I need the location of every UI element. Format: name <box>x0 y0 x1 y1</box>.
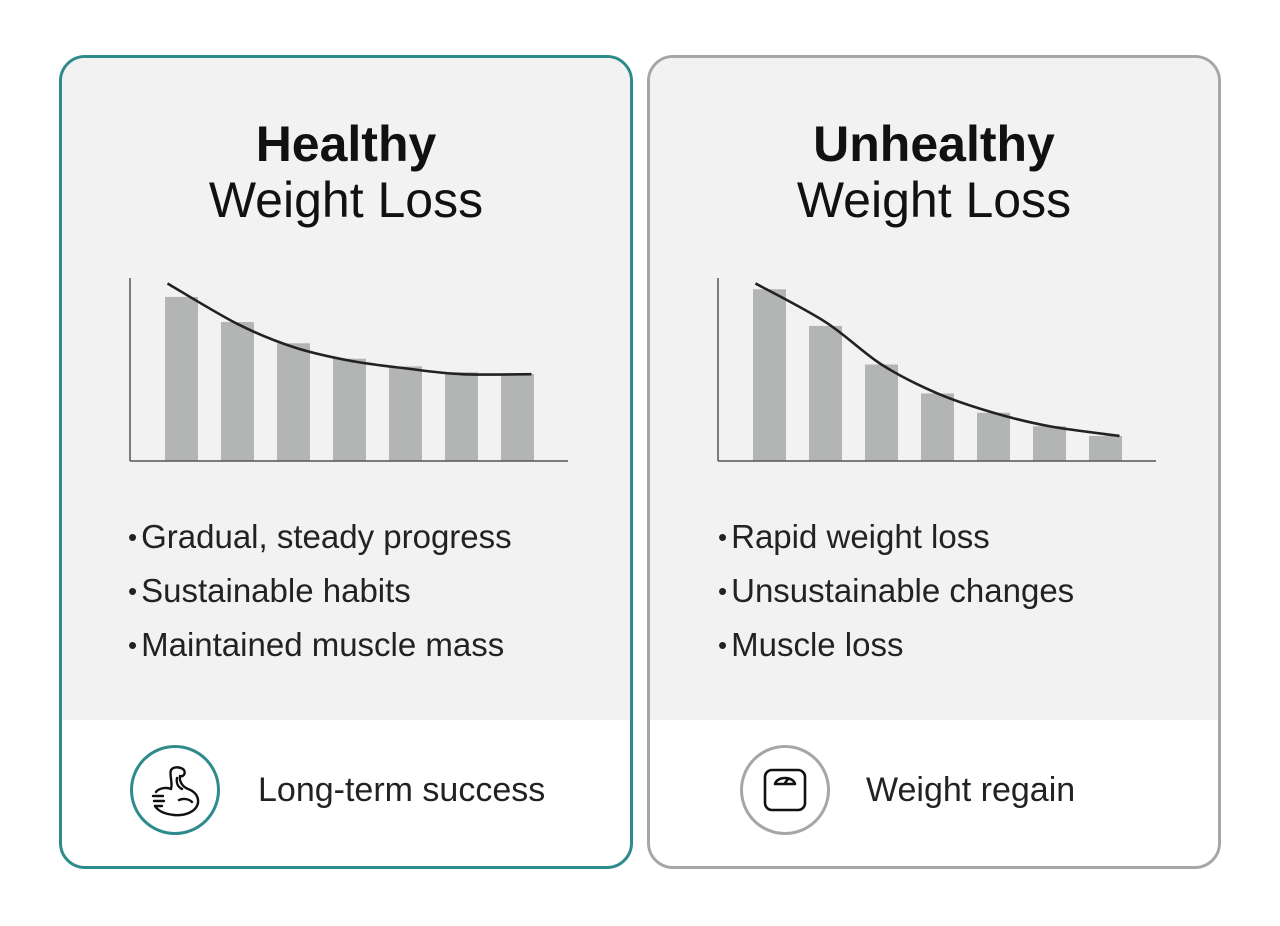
bullet-item: Sustainable habits <box>128 564 512 618</box>
outcome-text: Long-term success <box>258 771 546 809</box>
chart-bar <box>1089 435 1122 461</box>
bullet-item: Gradual, steady progress <box>128 510 512 564</box>
chart-bar <box>921 393 954 461</box>
title-bold: Healthy <box>255 116 437 172</box>
unhealthy-panel: Unhealthy Weight Loss Rapid weight loss … <box>647 55 1221 869</box>
bullet-item: Muscle loss <box>718 618 1074 672</box>
chart-bar <box>753 289 786 461</box>
bullet-item: Maintained muscle mass <box>128 618 512 672</box>
chart-bar <box>277 343 310 461</box>
title-light: Weight Loss <box>796 172 1072 228</box>
trend-line <box>754 282 1120 438</box>
panel-top: Healthy Weight Loss Gradual, steady prog… <box>62 58 630 720</box>
bullet-list: Gradual, steady progress Sustainable hab… <box>128 510 512 672</box>
chart-bar <box>389 366 422 461</box>
chart-bar <box>445 372 478 461</box>
title-bold: Unhealthy <box>813 116 1055 172</box>
scale-icon <box>740 745 830 835</box>
chart-bar <box>809 325 842 461</box>
panel-top: Unhealthy Weight Loss Rapid weight loss … <box>650 58 1218 720</box>
healthy-panel: Healthy Weight Loss Gradual, steady prog… <box>59 55 633 869</box>
panel-title: Healthy Weight Loss <box>62 116 630 228</box>
chart-bar <box>165 296 198 461</box>
chart-bar <box>977 412 1010 461</box>
unhealthy-chart <box>717 278 1156 462</box>
bullet-item: Rapid weight loss <box>718 510 1074 564</box>
chart-bar <box>501 374 534 461</box>
panel-title: Unhealthy Weight Loss <box>650 116 1218 228</box>
chart-bar <box>221 322 254 461</box>
title-light: Weight Loss <box>208 172 484 228</box>
outcome-text: Weight regain <box>866 771 1076 809</box>
chart-bar <box>333 358 366 461</box>
bullet-item: Unsustainable changes <box>718 564 1074 618</box>
flexed-arm-icon <box>130 745 220 835</box>
chart-bar <box>865 364 898 461</box>
trend-line <box>166 282 532 376</box>
healthy-chart <box>129 278 568 462</box>
chart-bar <box>1033 426 1066 461</box>
bullet-list: Rapid weight loss Unsustainable changes … <box>718 510 1074 672</box>
